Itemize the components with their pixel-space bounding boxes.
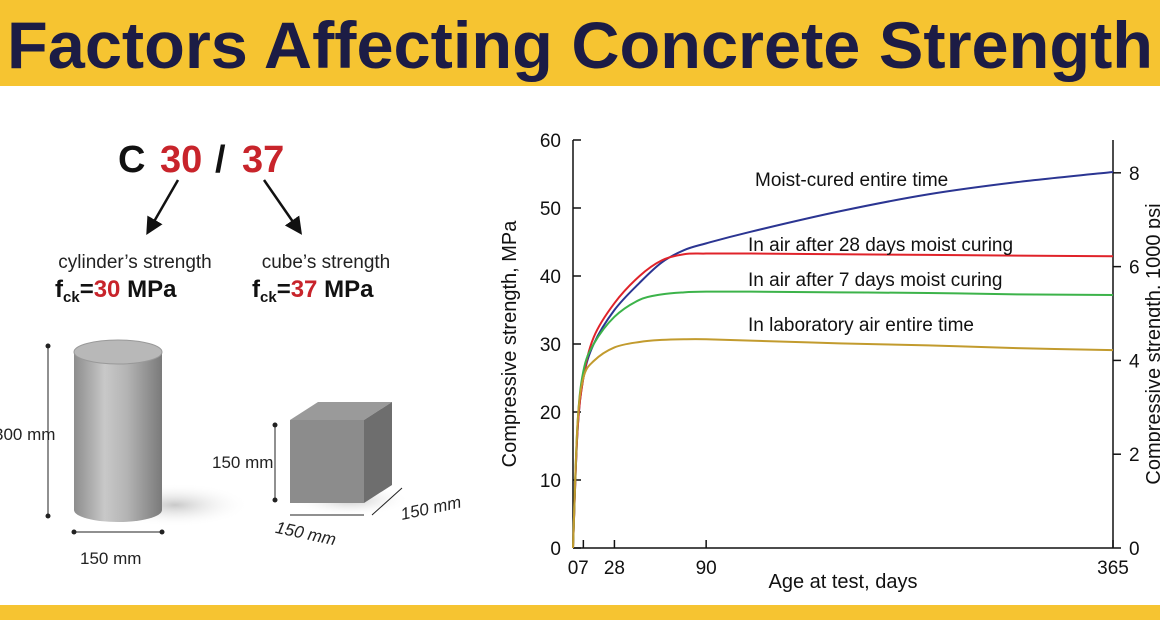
series-line [572,252,1114,549]
dim-dot [272,422,278,428]
cylinder-top [73,339,163,365]
dim-dot [159,529,165,535]
cylinder-diameter: 150 mm [80,549,141,568]
symbol: f [55,276,64,303]
x-tick-label: 365 [1097,558,1129,579]
series-line [572,290,1114,549]
unit: MPa [317,276,374,303]
value: 30 [94,276,121,303]
cube-formula: fck=37 MPa [252,276,374,306]
y-tick-label: 30 [540,335,561,356]
arrow [262,179,302,235]
footer-strip [0,605,1160,620]
x-tick-label: 0 [568,558,579,579]
cylinder-height: 300 mm [0,425,55,444]
dimension-line [371,487,403,516]
y-tick-label: 40 [540,267,561,288]
arrow [146,179,180,236]
x-tick-label: 90 [696,558,717,579]
y-tick-label: 50 [540,199,561,220]
series-line [572,170,1114,549]
dim-dot [45,513,51,519]
class-cube: 37 [242,139,284,181]
x-tick-label: 28 [604,558,625,579]
cube-top [290,402,392,420]
series-label: In air after 28 days moist curing [748,235,1013,256]
y-tick-label: 10 [540,471,561,492]
dim-dot [45,343,51,349]
x-axis-label: Age at test, days [769,571,918,593]
y2-tick-label: 0 [1129,539,1140,560]
y2-axis-label: Compressive strength, 1000 psi [1143,203,1160,484]
page-title: Factors Affecting Concrete Strength [7,8,1153,82]
symbol: f [252,276,261,303]
series-label: Moist-cured entire time [755,170,948,191]
y-tick-label: 20 [540,403,561,424]
unit: MPa [120,276,177,303]
subscript: ck [260,289,277,306]
cube-front [290,420,364,503]
equals: = [80,276,94,303]
dim-dot [272,497,278,503]
cylinder-formula: fck=30 MPa [55,276,177,306]
y-axis-label: Compressive strength, MPa [499,220,521,468]
class-separator: / [215,139,226,181]
y2-tick-label: 8 [1129,164,1140,185]
series-label: In laboratory air entire time [748,315,974,336]
y2-tick-label: 2 [1129,445,1140,466]
class-prefix: C [118,139,145,181]
class-cylinder: 30 [160,139,202,181]
x-tick-label: 7 [578,558,589,579]
cube-label: cube’s strength [262,252,391,273]
series-label: In air after 7 days moist curing [748,270,1003,291]
cube-height: 150 mm [212,453,273,472]
y2-tick-label: 6 [1129,258,1140,279]
cube-side [364,402,392,503]
cylinder-body [74,352,162,522]
y2-tick-label: 4 [1129,351,1140,372]
cylinder-label: cylinder’s strength [58,252,211,273]
series-line [572,338,1114,549]
value: 37 [291,276,318,303]
dim-dot [71,529,77,535]
equals: = [277,276,291,303]
y-tick-label: 60 [540,131,561,152]
y-tick-label: 0 [550,539,561,560]
subscript: ck [63,289,80,306]
cube-width: 150 mm [274,518,338,549]
banner [0,0,1160,86]
